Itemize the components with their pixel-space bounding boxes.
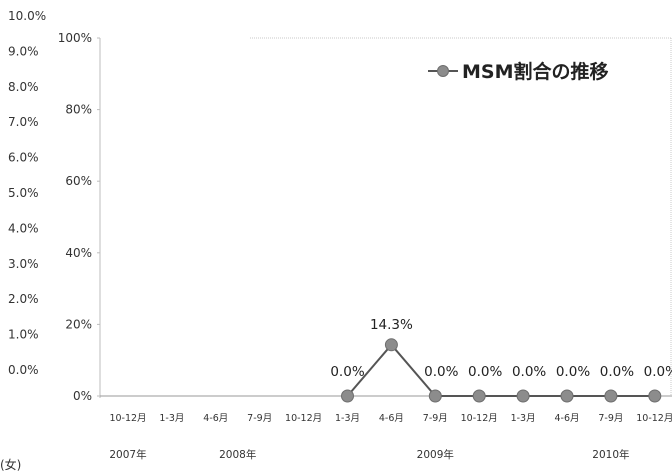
y-axis: 0% 20% 40% 60% 80% 100%: [58, 31, 100, 403]
legend-marker: [437, 65, 449, 77]
x-tick-label: 4-6月: [554, 413, 579, 424]
x-tick-label: 7-9月: [247, 413, 272, 424]
corner-note: (女): [0, 457, 21, 472]
data-point: [341, 389, 354, 403]
x-tick-label: 1-3月: [511, 413, 536, 424]
data-label: 0.0%: [556, 364, 590, 380]
year-label: 2007年: [109, 448, 146, 461]
secondary-tick-label: 6.0%: [8, 151, 39, 165]
data-point: [428, 389, 442, 403]
year-label: 2010年: [592, 448, 629, 461]
y-tick-label: 100%: [58, 31, 92, 45]
y-tick-label: 0%: [73, 389, 92, 403]
secondary-tick-label: 2.0%: [8, 292, 39, 306]
secondary-tick-label: 10.0%: [8, 9, 46, 23]
secondary-tick-label: 4.0%: [8, 221, 39, 235]
data-point: [384, 338, 398, 352]
series-layer: 0.0% 14.3% 0.0% 0.0% 0.0% 0.0% 0.0% 0.0%: [330, 317, 672, 403]
data-label: 0.0%: [330, 364, 364, 380]
year-label: 2009年: [417, 448, 454, 461]
x-axis: 10-12月 1-3月 4-6月 7-9月 10-12月 1-3月 4-6月 7-9月 10-1…: [109, 413, 672, 461]
y-tick-label: 40%: [65, 246, 92, 260]
secondary-tick-label: 7.0%: [8, 115, 39, 129]
x-tick-label: 10-12月: [109, 413, 146, 424]
x-tick-label: 7-9月: [598, 413, 623, 424]
x-tick-label: 10-12月: [636, 413, 672, 424]
x-tick-label: 10-12月: [461, 413, 498, 424]
data-label: 0.0%: [512, 364, 546, 380]
x-tick-label: 1-3月: [335, 413, 360, 424]
data-point: [560, 389, 574, 403]
secondary-tick-label: 1.0%: [8, 328, 39, 342]
data-point: [472, 389, 486, 403]
y-tick-label: 60%: [65, 174, 92, 188]
data-label: 0.0%: [600, 364, 634, 380]
data-point: [516, 389, 530, 403]
y-tick-label: 20%: [65, 317, 92, 331]
data-label: 0.0%: [424, 364, 458, 380]
corner-note-text: (女): [0, 457, 21, 472]
x-tick-label: 4-6月: [203, 413, 228, 424]
secondary-tick-label: 8.0%: [8, 80, 39, 94]
data-point: [604, 389, 618, 403]
data-point: [648, 389, 662, 403]
data-label: 0.0%: [468, 364, 502, 380]
legend-label: MSM割合の推移: [462, 60, 609, 83]
secondary-tick-label: 5.0%: [8, 186, 39, 200]
data-label: 14.3%: [370, 317, 413, 333]
secondary-tick-label: 3.0%: [8, 257, 39, 271]
y-tick-label: 80%: [65, 103, 92, 117]
data-label: 0.0%: [644, 364, 672, 380]
secondary-axis-labels: 10.0% 9.0% 8.0% 7.0% 6.0% 5.0% 4.0% 3.0% 2.0% 1.0…: [8, 9, 46, 377]
year-label: 2008年: [219, 448, 256, 461]
x-tick-label: 4-6月: [379, 413, 404, 424]
x-tick-label: 1-3月: [159, 413, 184, 424]
x-tick-label: 7-9月: [423, 413, 448, 424]
secondary-tick-label: 0.0%: [8, 363, 39, 377]
secondary-tick-label: 9.0%: [8, 44, 39, 58]
series-line: [346, 343, 655, 397]
x-tick-label: 10-12月: [285, 413, 322, 424]
legend: MSM割合の推移: [428, 60, 609, 83]
